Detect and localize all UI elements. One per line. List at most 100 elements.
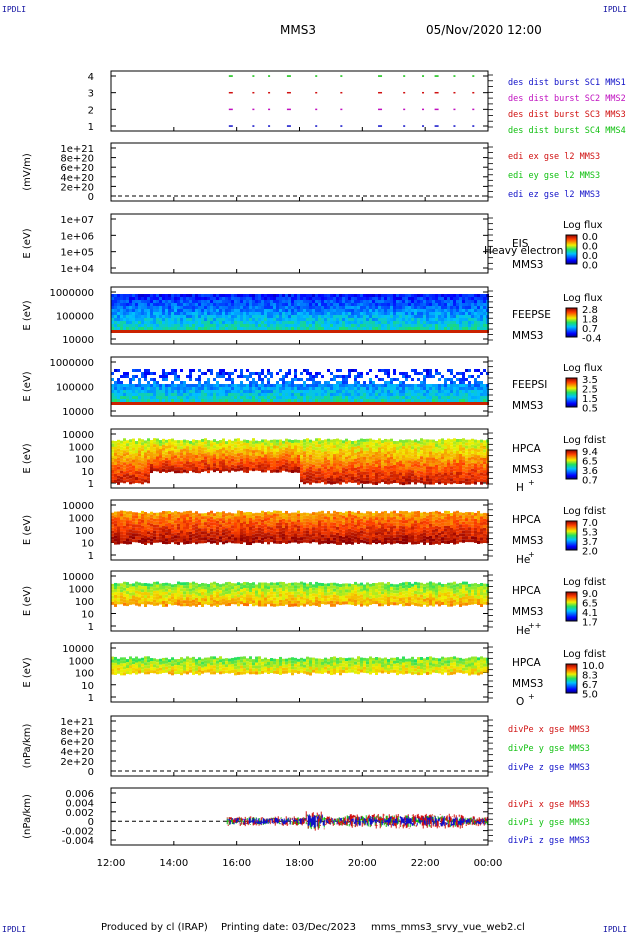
spectrogram-cell bbox=[189, 297, 192, 300]
spectrogram-cell bbox=[456, 456, 459, 460]
spectrogram-cell bbox=[267, 315, 270, 318]
spectrogram-cell bbox=[303, 318, 306, 321]
spectrogram-cell bbox=[339, 324, 342, 327]
spectrogram-cell bbox=[354, 399, 357, 402]
burst-mark bbox=[268, 108, 271, 111]
spectrogram-cell bbox=[408, 300, 411, 303]
spectrogram-cell bbox=[207, 399, 210, 402]
spectrogram-cell bbox=[423, 454, 426, 458]
spectrogram-cell bbox=[273, 327, 276, 330]
spectrogram-cell bbox=[480, 448, 483, 452]
spectrogram-cell bbox=[153, 294, 156, 297]
spectrogram-cell bbox=[180, 399, 183, 402]
spectrogram-cell bbox=[219, 443, 222, 447]
spectrogram-cell bbox=[300, 449, 303, 453]
spectrogram-cell bbox=[138, 381, 141, 384]
spectrogram-cell bbox=[216, 306, 219, 309]
spectrogram-cell bbox=[372, 454, 375, 458]
spectrogram-cell bbox=[393, 321, 396, 324]
spectrogram-cell bbox=[384, 402, 387, 405]
spectrogram-cell bbox=[255, 300, 258, 303]
spectrogram-cell bbox=[183, 387, 186, 390]
spectrogram-cell bbox=[159, 309, 162, 312]
spectrogram-cell bbox=[357, 448, 360, 452]
spectrogram-cell bbox=[234, 369, 237, 372]
spectrogram-cell bbox=[405, 463, 408, 467]
spectrogram-cell bbox=[480, 396, 483, 399]
spectrogram-cell bbox=[306, 303, 309, 306]
spectrogram-cell bbox=[243, 324, 246, 327]
spectrogram-cell bbox=[354, 470, 357, 474]
spectrogram-cell bbox=[294, 312, 297, 315]
spectrogram-cell bbox=[270, 454, 273, 458]
spectrogram-cell bbox=[417, 455, 420, 459]
spectrogram-cell bbox=[390, 447, 393, 451]
spectrogram-cell bbox=[483, 297, 486, 300]
spectrogram-cell bbox=[198, 458, 201, 462]
spectrogram-cell bbox=[258, 297, 261, 300]
spectrogram-cell bbox=[360, 399, 363, 402]
y-tick-label: 1000000 bbox=[49, 288, 94, 299]
spectrogram-cell bbox=[138, 324, 141, 327]
spectrogram-cell bbox=[165, 297, 168, 300]
burst-mark bbox=[228, 91, 233, 94]
spectrogram-cell bbox=[150, 324, 153, 327]
spectrogram-cell bbox=[357, 330, 360, 333]
spectrogram-cell bbox=[249, 449, 252, 453]
spectrogram-cell bbox=[126, 309, 129, 312]
spectrogram-cell bbox=[477, 458, 480, 462]
spectrogram-cell bbox=[147, 318, 150, 321]
spectrogram-cell bbox=[420, 303, 423, 306]
spectrogram-cell bbox=[384, 465, 387, 469]
spectrogram-cell bbox=[168, 451, 171, 455]
spectrogram-cell bbox=[483, 390, 486, 393]
spectrogram-cell bbox=[474, 451, 477, 455]
spectrogram-cell bbox=[453, 321, 456, 324]
spectrogram-cell bbox=[270, 439, 273, 443]
spectrogram-cell bbox=[276, 451, 279, 455]
spectrogram-cell bbox=[261, 393, 264, 396]
spectrogram-cell bbox=[462, 324, 465, 327]
spectrogram-cell bbox=[231, 381, 234, 384]
spectrogram-cell bbox=[174, 387, 177, 390]
spectrogram-cell bbox=[171, 369, 174, 372]
spectrogram-cell bbox=[168, 396, 171, 399]
spectrogram-cell bbox=[390, 312, 393, 315]
spectrogram-cell bbox=[204, 312, 207, 315]
spectrogram-cell bbox=[315, 468, 318, 472]
spectrogram-cell bbox=[123, 393, 126, 396]
spectrogram-cell bbox=[345, 294, 348, 297]
spectrogram-cell bbox=[411, 315, 414, 318]
spectrogram-cell bbox=[198, 440, 201, 444]
spectrogram-cell bbox=[372, 457, 375, 461]
spectrogram-cell bbox=[453, 303, 456, 306]
spectrogram-cell bbox=[402, 330, 405, 333]
spectrogram-cell bbox=[357, 375, 360, 378]
spectrogram-cell bbox=[159, 396, 162, 399]
spectrogram-cell bbox=[468, 375, 471, 378]
spectrogram-cell bbox=[375, 458, 378, 462]
spectrogram-cell bbox=[408, 297, 411, 300]
spectrogram-cell bbox=[243, 451, 246, 455]
spectrogram-cell bbox=[306, 384, 309, 387]
spectrogram-cell bbox=[201, 387, 204, 390]
spectrogram-cell bbox=[291, 399, 294, 402]
corner-label-tl: IPDLI bbox=[2, 5, 26, 14]
spectrogram-cell bbox=[276, 330, 279, 333]
spectrogram-cell bbox=[204, 321, 207, 324]
spectrogram-cell bbox=[120, 294, 123, 297]
spectrogram-cell bbox=[231, 399, 234, 402]
spectrogram-cell bbox=[336, 402, 339, 405]
spectrogram-cell bbox=[324, 396, 327, 399]
spectrogram-cell bbox=[339, 478, 342, 482]
spectrogram-cell bbox=[270, 387, 273, 390]
spectrogram-cell bbox=[144, 511, 147, 515]
spectrogram-cell bbox=[240, 309, 243, 312]
spectrogram-cell bbox=[192, 466, 195, 470]
spectrogram-cell bbox=[300, 455, 303, 459]
spectrogram-cell bbox=[474, 481, 477, 485]
spectrogram-cell bbox=[255, 396, 258, 399]
spectrogram-cell bbox=[450, 399, 453, 402]
spectrogram-cell bbox=[399, 454, 402, 458]
spectrogram-cell bbox=[381, 312, 384, 315]
